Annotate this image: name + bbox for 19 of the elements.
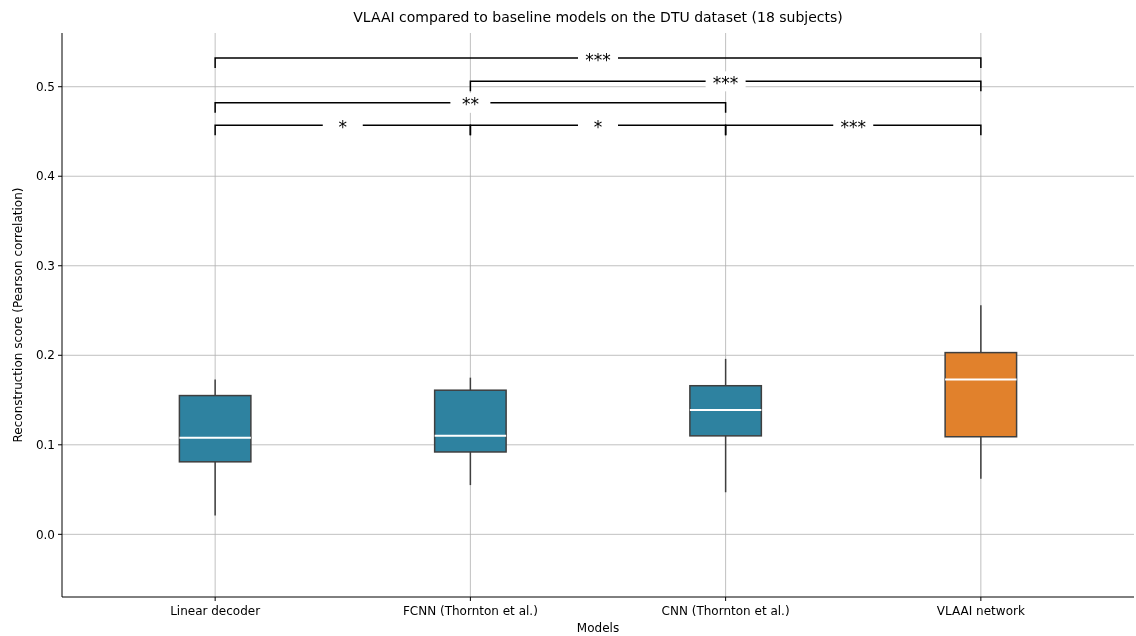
annotation: *** xyxy=(840,116,866,137)
y-tick-label: 0.0 xyxy=(35,527,55,542)
annotation: * xyxy=(338,116,348,137)
y-tick-label: 0.1 xyxy=(35,438,55,453)
y-axis-title: Reconstruction score (Pearson correlation) xyxy=(11,187,25,443)
y-tick-label: 0.3 xyxy=(35,258,55,273)
annotation: * xyxy=(593,116,603,137)
x-tick-label: FCNN (Thornton et al.) xyxy=(402,604,538,618)
chart-title: VLAAI compared to baseline models on the DTU dataset (18 subjects) xyxy=(353,9,843,25)
x-tick-label: CNN (Thornton et al.) xyxy=(661,604,790,618)
annotation: ** xyxy=(461,94,479,115)
y-tick-label: 0.2 xyxy=(35,348,55,363)
y-tick-label: 0.4 xyxy=(35,169,55,184)
x-tick-label: Linear decoder xyxy=(170,604,261,618)
x-tick-label: VLAAI network xyxy=(936,604,1025,618)
y-tick-label: 0.5 xyxy=(35,79,55,94)
x-axis-title: Models xyxy=(576,621,620,635)
annotation: *** xyxy=(585,49,611,70)
annotation: *** xyxy=(712,72,739,93)
